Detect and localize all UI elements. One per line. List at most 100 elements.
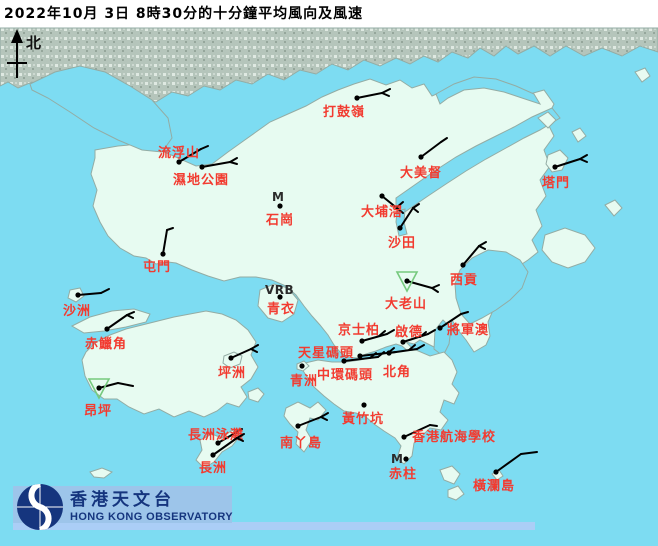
island-airport — [70, 308, 151, 334]
station-waglan-island: 橫瀾島 — [473, 451, 538, 494]
wind-barb — [387, 347, 395, 354]
wind-barb — [359, 351, 397, 357]
logo-name-en: HONG KONG OBSERVATORY — [70, 511, 233, 523]
station-dot — [176, 159, 182, 165]
station-tuen-mun: 屯門 — [143, 227, 174, 275]
station-dot — [277, 203, 283, 209]
wind-barb — [439, 313, 462, 329]
landmass-new-territories — [90, 77, 555, 359]
wind-barb — [250, 344, 259, 350]
north-arrow: 北 — [7, 29, 41, 78]
station-tap-mun: 塔門 — [542, 154, 588, 191]
wind-barb — [554, 158, 581, 168]
station-label: 赤鱲角 — [85, 336, 127, 352]
wind-barb — [460, 311, 469, 315]
hko-logo[interactable]: 香港天文台 HONG KONG OBSERVATORY — [13, 484, 535, 530]
island-lamma — [283, 401, 327, 453]
station-chek-lap-kok: 赤鱲角 — [85, 311, 135, 352]
station-kings-park: 京士柏 — [338, 322, 395, 344]
island-ping-chau — [634, 67, 651, 83]
wind-barb — [77, 292, 102, 296]
island-cheung-chau — [195, 429, 241, 469]
station-dot — [215, 440, 221, 446]
wind-barb — [200, 145, 209, 150]
station-dot — [397, 225, 403, 231]
station-wong-chuk-hang: 黃竹坑 — [341, 402, 384, 427]
station-dot — [379, 193, 385, 199]
station-dot — [199, 164, 205, 170]
station-label: 天星碼頭 — [298, 346, 354, 361]
logo-name-zh: 香港天文台 — [70, 489, 175, 510]
wind-barb — [106, 314, 128, 330]
island-ninepin — [604, 199, 623, 217]
wind-barb — [343, 356, 379, 362]
wind-barb — [440, 137, 448, 143]
station-dot — [341, 358, 347, 364]
station-label: 南丫島 — [280, 435, 322, 451]
port-shelter — [454, 249, 529, 325]
station-label: 大埔滘 — [361, 204, 403, 220]
island-hei-ling-chau — [247, 387, 265, 403]
station-star-ferry-pier: 天星碼頭 — [298, 346, 397, 361]
station-tai-mei-tuk: 大美督 — [400, 137, 448, 181]
island-high-island — [541, 227, 596, 269]
station-green-island: 青洲 — [290, 363, 317, 389]
station-dot — [104, 326, 110, 332]
station-sai-kung: 西貢 — [450, 241, 487, 288]
station-label: 沙田 — [388, 236, 416, 251]
station-label: 流浮山 — [158, 145, 200, 161]
station-tseung-kwan-o: 將軍澳 — [437, 311, 489, 338]
station-label: 昂坪 — [84, 403, 112, 419]
wind-barb — [361, 333, 388, 342]
starling-inlet — [435, 76, 542, 105]
station-north-point: 北角 — [383, 344, 425, 380]
wind-barb — [162, 229, 168, 255]
station-dot — [418, 154, 424, 160]
station-stanley: 赤柱 — [389, 456, 416, 482]
wind-barb — [212, 437, 238, 456]
wind-barb — [229, 161, 238, 165]
station-dot — [357, 353, 363, 359]
wind-barb — [166, 227, 174, 231]
wind-barb — [377, 351, 385, 358]
station-dot — [404, 278, 410, 284]
wind-barb — [412, 207, 419, 213]
marker-m-stanley: M — [391, 452, 403, 466]
station-label: 香港航海學校 — [411, 429, 496, 445]
station-dot — [75, 292, 81, 298]
station-dot — [361, 402, 367, 408]
station-label: 北角 — [383, 364, 411, 380]
station-label: 長洲泳灘 — [188, 427, 244, 443]
station-label: 黃竹坑 — [341, 411, 384, 427]
station-tai-po-kau: 大埔滘 — [361, 193, 404, 220]
station-dot — [460, 262, 466, 268]
station-dot — [354, 95, 360, 101]
wind-barb — [386, 329, 395, 335]
marker-vrb-tsing-yi: VRB — [265, 283, 294, 297]
station-sha-tin: 沙田 — [388, 203, 420, 251]
station-dot — [228, 355, 234, 361]
station-kai-tak: 啟德 — [395, 324, 436, 345]
wind-barb — [395, 201, 404, 209]
wind-barb — [495, 453, 522, 473]
station-label: 沙洲 — [63, 304, 91, 319]
station-sha-chau: 沙洲 — [63, 288, 110, 319]
station-wetland-park: 濕地公園 — [173, 157, 238, 188]
station-dot — [359, 338, 365, 344]
station-lau-fau-shan: 流浮山 — [158, 145, 209, 165]
deep-bay — [29, 65, 173, 153]
wind-barb — [431, 284, 440, 289]
wind-barb — [416, 344, 425, 350]
station-central-pier: 中環碼頭 — [317, 351, 385, 383]
station-label: 打鼓嶺 — [323, 104, 365, 120]
station-label: 橫瀾島 — [473, 478, 515, 494]
station-label: 將軍澳 — [447, 322, 489, 338]
wind-barb — [297, 416, 322, 427]
station-dot — [277, 294, 283, 300]
wind-barb — [579, 154, 588, 160]
wind-barb — [320, 412, 329, 418]
wind-barb — [478, 241, 487, 247]
station-dot — [401, 434, 407, 440]
